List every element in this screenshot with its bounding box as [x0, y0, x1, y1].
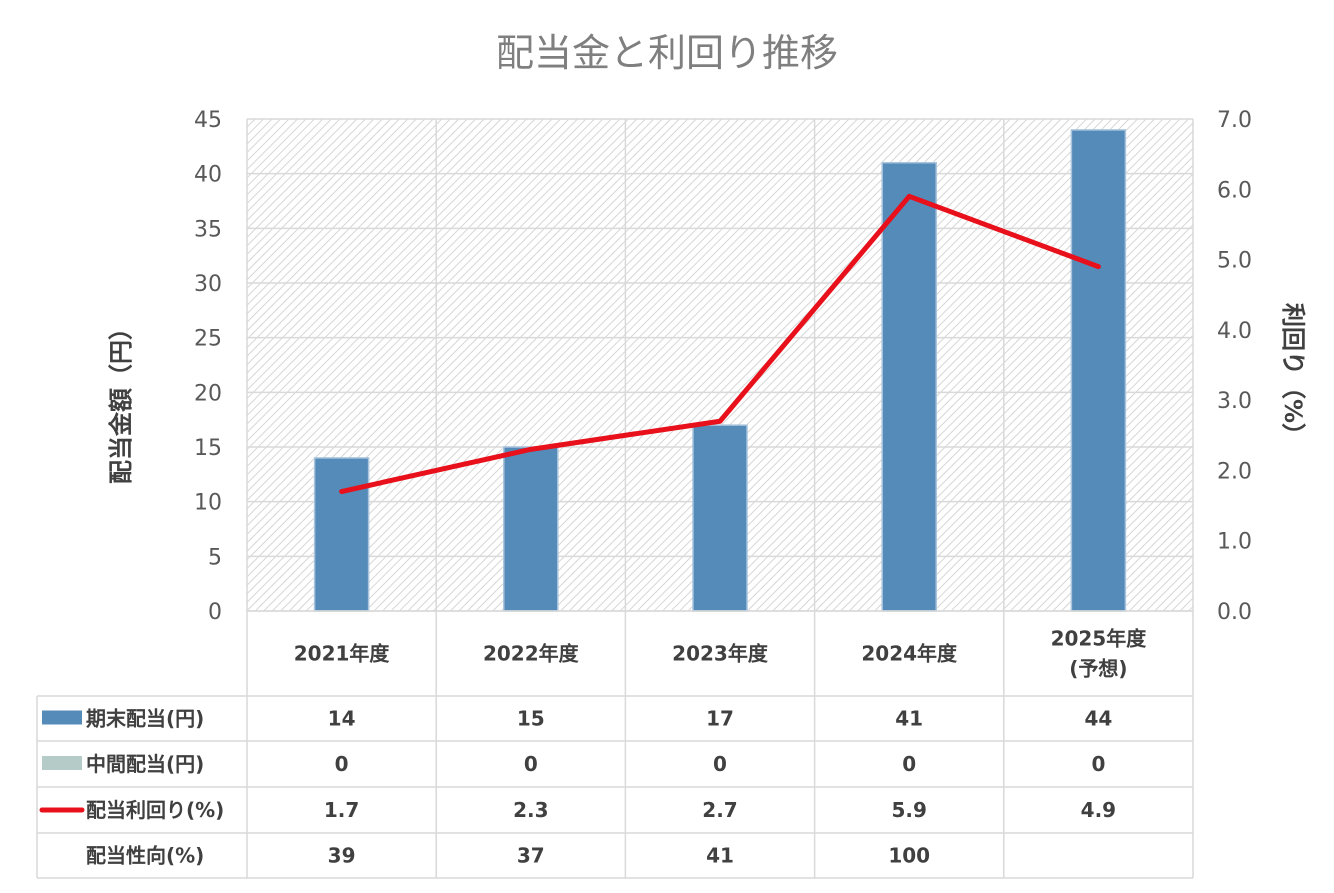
table-cell: 0 [1091, 752, 1105, 776]
line-series [339, 193, 1101, 495]
yield-line [339, 193, 1101, 495]
table-row-label: 配当性向(%) [86, 844, 204, 868]
left-tick-label: 40 [194, 163, 222, 188]
left-tick-label: 45 [194, 108, 222, 133]
category-label: 2025年度 [1051, 627, 1148, 651]
category-label: 2023年度 [672, 642, 769, 666]
table-cell: 41 [706, 844, 734, 868]
table-cell: 37 [517, 844, 545, 868]
right-axis-title: 利回り（%） [1279, 303, 1307, 447]
right-tick-label: 3.0 [1217, 389, 1252, 414]
table-row-label: 配当利回り(%) [86, 798, 224, 822]
table-cell: 14 [328, 707, 356, 731]
table-cell: 39 [328, 844, 356, 868]
right-tick-label: 6.0 [1217, 178, 1252, 203]
category-label: (予想) [1069, 657, 1127, 681]
bar-ki-matsu-haito [503, 446, 559, 612]
left-tick-label: 15 [194, 436, 222, 461]
right-tick-label: 5.0 [1217, 249, 1252, 274]
bar-ki-matsu-haito [313, 457, 370, 612]
left-tick-label: 35 [194, 217, 222, 242]
category-label: 2021年度 [294, 642, 391, 666]
table-cell: 1.7 [324, 798, 359, 822]
left-tick-label: 0 [208, 600, 222, 625]
legend-swatch [42, 756, 82, 770]
bar-ki-matsu-haito [881, 161, 937, 612]
axis-ticks: 0 5 10 15 20 25 30 35 40 45 0.0 1.0 2.0 3.0 4.0 5.0 6.0 7… [194, 108, 1252, 625]
bar-ki-matsu-haito [1070, 129, 1127, 612]
table-cell: 2.3 [513, 798, 548, 822]
category-label: 2024年度 [861, 642, 958, 666]
chart-title: 配当金と利回り推移 [496, 31, 838, 75]
table-row-label: 期末配当(円) [86, 707, 204, 731]
left-tick-label: 10 [194, 491, 222, 516]
table-cell: 0 [524, 752, 538, 776]
right-tick-label: 0.0 [1217, 600, 1252, 625]
legend-swatch [42, 710, 82, 725]
left-axis-title: 配当金額（円） [107, 316, 135, 484]
table-cell: 15 [517, 707, 545, 731]
table-cell: 17 [706, 707, 734, 731]
table-cell: 0 [335, 752, 349, 776]
data-table: 2021年度 2022年度 2023年度 2024年度 2025年度 (予想) 期末配当(円… [36, 610, 1193, 879]
left-tick-label: 5 [208, 545, 222, 570]
right-tick-label: 1.0 [1217, 530, 1252, 555]
category-label: 2022年度 [483, 642, 580, 666]
right-tick-label: 2.0 [1217, 459, 1252, 484]
table-cell: 100 [888, 844, 930, 868]
table-cell: 41 [895, 707, 923, 731]
bar-series [313, 129, 1127, 612]
right-tick-label: 7.0 [1217, 108, 1252, 133]
table-cell: 44 [1084, 707, 1112, 731]
left-tick-label: 30 [194, 272, 222, 297]
bar-ki-matsu-haito [692, 424, 748, 612]
left-tick-label: 20 [194, 381, 222, 406]
left-tick-label: 25 [194, 327, 222, 352]
table-cell: 5.9 [891, 798, 926, 822]
right-tick-label: 4.0 [1217, 319, 1252, 344]
table-cell: 0 [902, 752, 916, 776]
table-row-label: 中間配当(円) [86, 752, 204, 776]
table-cell: 2.7 [702, 798, 737, 822]
table-cell: 0 [713, 752, 727, 776]
table-cell: 4.9 [1081, 798, 1116, 822]
